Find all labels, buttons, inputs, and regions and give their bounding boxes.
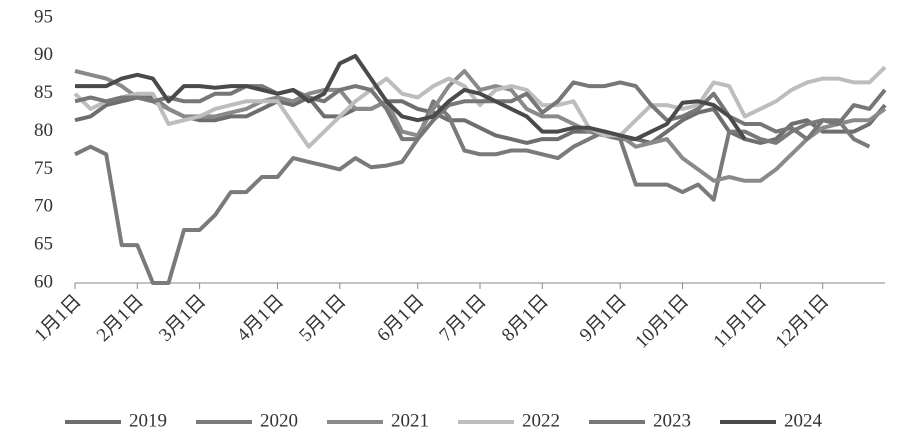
legend-label: 2019 bbox=[129, 410, 167, 431]
x-tick-label: 9月1日 bbox=[576, 291, 631, 346]
series-line bbox=[74, 69, 887, 183]
x-tick-label: 7月1日 bbox=[435, 291, 490, 346]
legend-label: 2024 bbox=[784, 410, 823, 431]
series-line bbox=[74, 95, 887, 145]
x-tick-label: 5月1日 bbox=[295, 291, 350, 346]
legend-label: 2021 bbox=[391, 410, 429, 431]
x-tick-label: 1月1日 bbox=[30, 291, 85, 346]
y-tick-label: 80 bbox=[34, 120, 53, 141]
series-line bbox=[74, 99, 871, 285]
y-tick-label: 60 bbox=[34, 271, 53, 292]
x-tick-label: 8月1日 bbox=[498, 291, 553, 346]
x-tick-label: 11月1日 bbox=[710, 291, 771, 352]
y-tick-label: 70 bbox=[34, 196, 53, 217]
y-tick-label: 65 bbox=[34, 234, 53, 255]
legend-label: 2022 bbox=[522, 410, 560, 431]
y-tick-label: 90 bbox=[34, 44, 53, 65]
x-tick-label: 6月1日 bbox=[373, 291, 428, 346]
x-tick-label: 12月1日 bbox=[771, 291, 833, 353]
legend-label: 2023 bbox=[653, 410, 691, 431]
y-tick-label: 95 bbox=[34, 6, 53, 27]
x-tick-label: 10月1日 bbox=[631, 291, 693, 353]
x-tick-label: 3月1日 bbox=[155, 291, 210, 346]
x-tick-label: 4月1日 bbox=[233, 291, 288, 346]
series-line bbox=[73, 65, 887, 149]
legend-label: 2020 bbox=[260, 410, 298, 431]
y-tick-label: 75 bbox=[34, 158, 53, 179]
series-line bbox=[75, 53, 747, 142]
y-tick-label: 85 bbox=[34, 82, 53, 103]
series-line bbox=[74, 80, 887, 142]
x-tick-label: 2月1日 bbox=[93, 291, 148, 346]
